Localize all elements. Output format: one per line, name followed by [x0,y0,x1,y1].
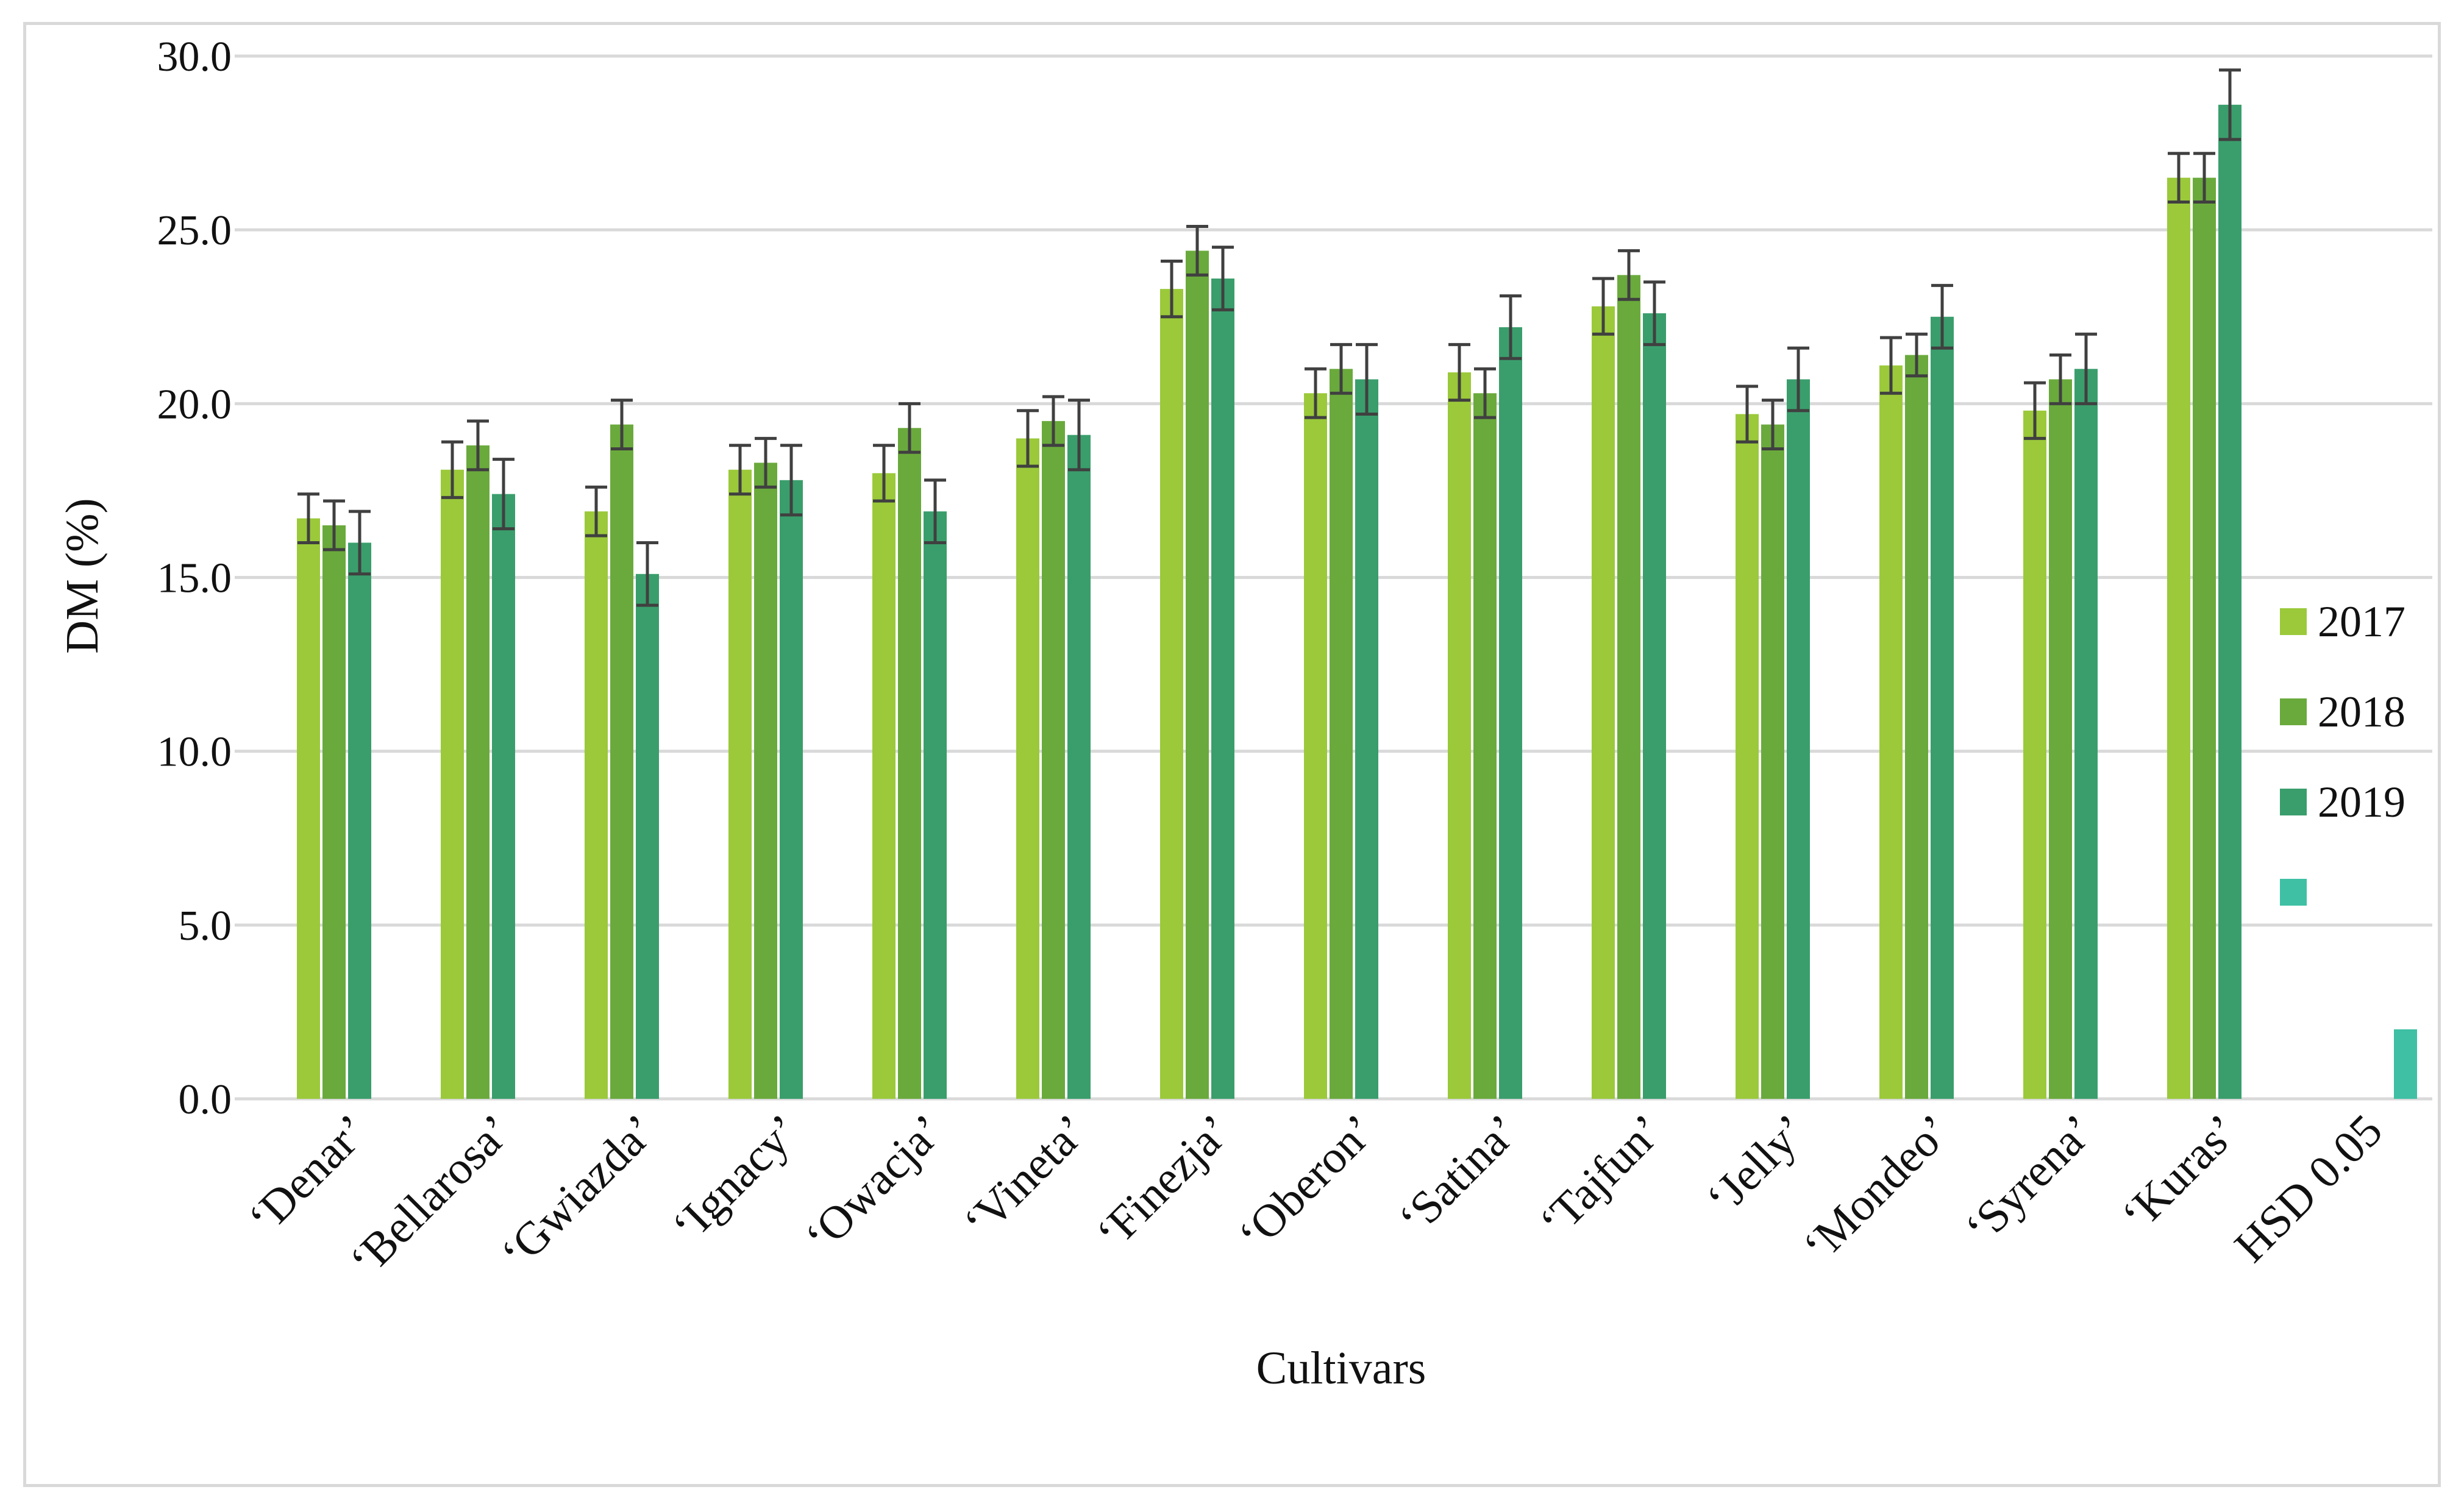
y-axis-title: DM (%) [57,498,108,653]
bar [2167,177,2190,1099]
bar [1617,275,1640,1099]
x-tick-label: ‘Syrena’ [1956,1105,2104,1254]
x-tick-labels: ‘Denar’‘Bellarosa’‘Gwiazda’‘Ignacy’‘Owac… [239,1105,2392,1287]
bars [297,104,2417,1099]
y-tick-label: 25.0 [157,207,232,254]
bar [1016,438,1039,1099]
x-tick-label: ‘Mondeo’ [1793,1105,1960,1272]
x-tick-label: ‘Satina’ [1389,1105,1529,1245]
error-bars [297,68,2241,607]
x-tick-label: ‘Gwiazda’ [491,1105,666,1279]
x-axis-title: Cultivars [1256,1343,1426,1394]
bar [297,518,320,1099]
bar [1736,414,1759,1099]
bar [780,480,803,1099]
y-tick-label: 30.0 [157,34,232,80]
legend-swatch [2280,698,2307,725]
bar [1592,306,1615,1099]
bar [728,469,752,1099]
bar [924,511,947,1099]
bar [348,542,371,1099]
x-tick-label: ‘Ignacy’ [663,1105,810,1252]
bar [2193,177,2216,1099]
legend-swatch [2280,608,2307,635]
legend-swatch [2280,879,2307,906]
bar [2049,379,2072,1099]
bar [1499,327,1522,1099]
y-tick-label: 10.0 [157,729,232,776]
bar [441,469,464,1099]
bar [2218,104,2241,1099]
legend: 2017 2018 2019 [2280,597,2405,906]
bar [1448,372,1471,1099]
x-tick-label: ‘Kuras’ [2112,1105,2248,1241]
bar [1931,316,1954,1099]
bar [466,445,490,1099]
bar [610,424,633,1099]
x-tick-label: ‘Finezja’ [1087,1105,1241,1259]
bar [322,525,346,1099]
bar [1186,250,1209,1099]
bar [1643,313,1666,1099]
bar [1905,355,1928,1099]
bar [872,473,896,1099]
bar [492,494,515,1099]
legend-label: 2018 [2318,687,2405,736]
bar [1879,365,1903,1099]
bar [2023,410,2046,1099]
bar [1042,421,1065,1099]
x-tick-label: ‘Tajfun’ [1529,1105,1673,1248]
bar [2394,1029,2417,1099]
legend-swatch [2280,789,2307,815]
y-tick-label: 0.0 [179,1076,232,1123]
y-tick-label: 5.0 [179,903,232,950]
bar [1330,369,1353,1099]
x-tick-label: ‘Vineta’ [954,1105,1097,1248]
bar [898,428,921,1099]
x-tick-label: ‘Denar’ [239,1105,378,1244]
x-tick-label: ‘Oberon’ [1229,1105,1385,1261]
bar [1067,435,1091,1099]
bar [1355,379,1378,1099]
bar [754,463,777,1099]
legend-label: 2017 [2318,597,2405,646]
bar [585,511,608,1099]
bar [1160,289,1183,1099]
y-tick-labels: 0.0 5.0 10.0 15.0 20.0 25.0 30.0 [157,34,232,1123]
x-tick-label: ‘Jelly’ [1697,1105,1817,1225]
x-tick-label: ‘Owacja’ [796,1105,953,1263]
bar [1211,279,1234,1099]
bar [1473,393,1497,1099]
x-tick-label: HSD 0.05 [2225,1105,2392,1272]
y-tick-label: 20.0 [157,381,232,428]
legend-label: 2019 [2318,778,2405,826]
bar [636,573,659,1099]
bar [1304,393,1327,1099]
bar [1787,379,1810,1099]
bar [2074,369,2098,1099]
bar [1761,424,1784,1099]
y-tick-label: 15.0 [157,555,232,602]
